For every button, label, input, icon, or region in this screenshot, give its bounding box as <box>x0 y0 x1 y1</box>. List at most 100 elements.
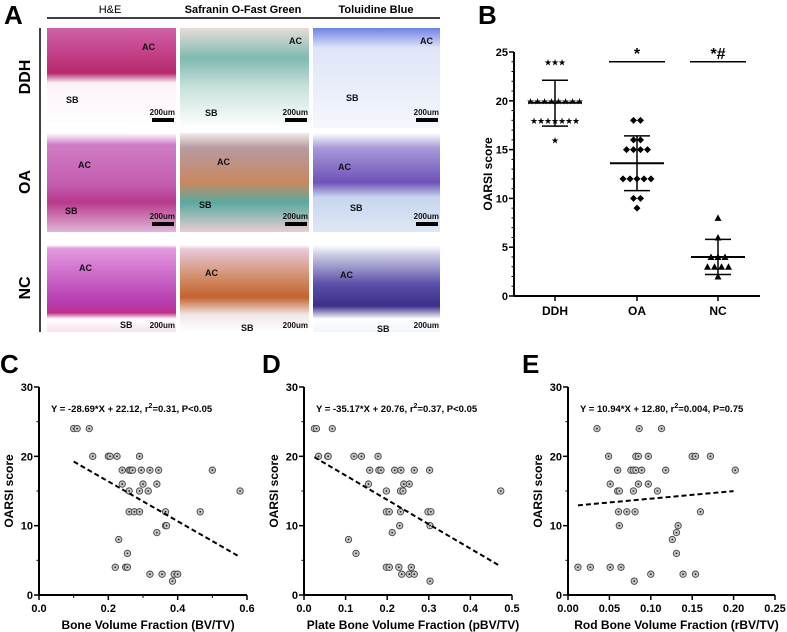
histology-image-oa-he <box>47 133 176 232</box>
regression-equation: Y = 10.94*X + 12.80, r2=0.004, P=0.75 <box>580 403 744 415</box>
category-label: DDH <box>542 304 568 318</box>
x-axis-label: Plate Bone Volume Fraction (pBV/TV) <box>307 618 519 632</box>
label-subchondral-bone: SB <box>377 324 390 334</box>
equation-text: =0.31, P<0.05 <box>152 404 212 415</box>
label-subchondral-bone: SB <box>350 203 363 213</box>
data-point-star: ★ <box>537 116 545 126</box>
data-point-center <box>171 580 174 583</box>
data-point-center <box>128 510 131 513</box>
scale-bar-label: 200um <box>414 212 439 221</box>
data-point-center <box>677 524 680 527</box>
data-point-center <box>638 427 641 430</box>
data-point-center <box>589 566 592 569</box>
y-axis-label: OARSI score <box>481 137 495 211</box>
data-point-star: ★ <box>551 57 559 67</box>
data-point-center <box>577 566 579 569</box>
label-articular-cartilage: AC <box>79 263 92 273</box>
significance-marker: *# <box>710 46 725 63</box>
data-point-star: ★ <box>561 96 569 106</box>
data-point-star: ★ <box>547 96 555 106</box>
regression-chart-d: 0 10 20 30 0.0 0.1 0.2 0.3 0.4 0.5 Plate Bone Volu… <box>267 382 520 632</box>
data-point-star: ★ <box>530 116 538 126</box>
x-tick-label: 0.4 <box>170 603 186 615</box>
data-point-center <box>617 510 620 513</box>
data-point-center <box>397 566 400 569</box>
y-tick-label: 20 <box>286 451 298 463</box>
data-point-center <box>633 580 636 583</box>
x-tick-label: 0.4 <box>463 603 479 615</box>
x-axis-label: Bone Volume Fraction (BV/TV) <box>61 618 234 632</box>
data-point-center <box>176 573 179 576</box>
y-tick-label: 30 <box>286 382 298 394</box>
data-point-center <box>140 469 143 472</box>
data-point-center <box>408 483 411 485</box>
equation-text: Y = -35.17*X + 20.76, r <box>316 404 414 415</box>
histology-image-ddh-he <box>47 28 176 128</box>
data-point-diamond <box>644 146 651 154</box>
data-point-center <box>131 469 134 472</box>
data-point-center <box>360 455 363 458</box>
data-point-center <box>609 566 612 569</box>
data-point-center <box>671 538 674 541</box>
data-point-center <box>353 455 355 458</box>
scale-bar <box>416 118 438 122</box>
y-tick-label: 5 <box>502 242 508 254</box>
x-tick-label: 0.00 <box>557 603 578 615</box>
data-point-center <box>429 524 431 527</box>
scale-bar-label: 200um <box>150 212 175 221</box>
data-point-center <box>368 469 371 472</box>
data-point-center <box>656 490 659 492</box>
data-point-center <box>138 455 141 458</box>
data-point-center <box>126 552 129 555</box>
data-point-star: ★ <box>551 135 559 145</box>
scale-bar-label: 200um <box>414 108 439 117</box>
panel-letter-a: A <box>4 0 23 30</box>
y-tick-label: 25 <box>496 47 508 59</box>
data-point-center <box>649 573 652 576</box>
data-point-star: ★ <box>572 116 580 126</box>
label-articular-cartilage: AC <box>217 157 230 167</box>
data-point-center <box>428 469 431 472</box>
data-point-star: ★ <box>554 96 562 106</box>
scale-bar-label: 200um <box>150 321 175 330</box>
data-point-center <box>413 469 416 472</box>
data-point-star: ★ <box>526 96 534 106</box>
y-tick-label: 10 <box>286 521 298 533</box>
data-point-triangle <box>714 214 722 221</box>
data-point-center <box>637 455 640 458</box>
label-subchondral-bone: SB <box>120 320 133 330</box>
data-point-center <box>331 427 334 430</box>
data-point-center <box>429 580 431 583</box>
data-point-diamond <box>637 146 644 154</box>
data-point-triangle <box>725 263 732 270</box>
data-point-center <box>399 510 402 513</box>
data-point-center <box>694 573 697 576</box>
regression-equation: Y = -35.17*X + 20.76, r2=0.37, P<0.05 <box>316 403 478 415</box>
x-tick-label: 0.2 <box>380 603 395 615</box>
data-point-center <box>408 573 411 576</box>
data-point-star: ★ <box>558 116 566 126</box>
data-point-center <box>660 427 663 430</box>
data-point-center <box>109 455 111 458</box>
data-point-center <box>347 538 350 541</box>
data-point-center <box>398 524 401 527</box>
y-tick-label: 20 <box>496 96 508 108</box>
y-tick-label: 15 <box>496 145 508 157</box>
data-point-center <box>385 490 388 492</box>
data-point-center <box>647 455 650 458</box>
column-header-toluidine: Toluidine Blue <box>339 4 414 16</box>
data-point-center <box>640 469 643 472</box>
data-point-center <box>620 566 622 569</box>
data-point-center <box>317 455 320 458</box>
label-subchondral-bone: SB <box>199 200 212 210</box>
equation-text: =0.37, P<0.05 <box>417 404 477 415</box>
panel-letter-e: E <box>522 349 539 379</box>
data-point-center <box>400 469 402 472</box>
data-point-center <box>147 490 150 492</box>
histology-image-ddh-sa <box>180 28 309 128</box>
x-tick-label: 0.05 <box>599 603 620 615</box>
row-label-ddh: DDH <box>17 60 34 95</box>
data-point-center <box>157 469 160 472</box>
label-articular-cartilage: AC <box>289 36 302 46</box>
